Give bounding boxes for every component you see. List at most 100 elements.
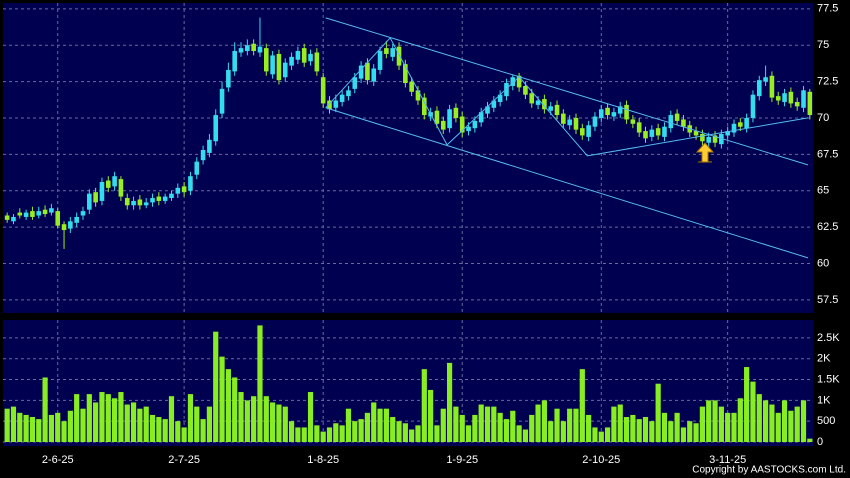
volume-bar (238, 392, 244, 442)
candle-body (270, 55, 275, 75)
volume-bar (478, 404, 484, 442)
candle-body (55, 211, 61, 226)
volume-bar (232, 377, 238, 442)
volume-bar (156, 417, 162, 442)
candle-body (668, 115, 674, 129)
candle-body (263, 48, 269, 72)
volume-bar (522, 429, 529, 442)
volume-bar (257, 325, 263, 442)
volume-bar (491, 406, 497, 442)
volume-bar (573, 408, 579, 442)
volume-bar (623, 417, 630, 442)
trend-line (325, 37, 809, 157)
volume-bar (655, 383, 661, 442)
candle-body (434, 110, 440, 124)
candle-body (200, 149, 206, 161)
candle-body (245, 45, 250, 52)
candle-body (68, 221, 73, 229)
candle-body (295, 51, 301, 60)
y-tick-label: 62.5 (817, 221, 838, 233)
y-tick-label: 72.5 (817, 75, 838, 87)
volume-bar (642, 417, 649, 442)
candle-body (719, 133, 724, 145)
y-tick-label: 1.5K (817, 373, 840, 385)
candle-body (314, 52, 320, 72)
candle-body (42, 209, 48, 215)
candle-body (554, 104, 560, 116)
volume-bar (112, 398, 118, 442)
volume-bar (541, 400, 547, 442)
volume-bar (674, 412, 680, 442)
volume-bar (769, 404, 775, 442)
candle-body (131, 200, 136, 206)
candle-body (327, 100, 332, 110)
candle-body (232, 51, 237, 72)
candle-body (491, 100, 497, 108)
candle-body (567, 119, 572, 126)
volume-bar (137, 408, 143, 442)
volume-bar (42, 377, 48, 442)
candle-body (30, 211, 35, 217)
candle-body (447, 109, 452, 129)
volume-bar (244, 400, 250, 442)
volume-bar (560, 421, 566, 442)
candle-body (478, 112, 484, 123)
candle-body (649, 129, 655, 137)
candle-body (472, 120, 478, 129)
volume-bar (326, 427, 333, 442)
candle-body (175, 187, 181, 194)
candle-body (276, 53, 282, 81)
candle-body (731, 123, 737, 133)
volume-bar (390, 417, 396, 442)
candle-body (561, 113, 566, 124)
candle-body (188, 176, 193, 191)
candle-body (422, 97, 427, 116)
volume-bar (80, 408, 86, 442)
y-tick-label: 75 (817, 39, 829, 51)
candle-body (403, 64, 408, 84)
candle-body (725, 131, 730, 136)
candle-body (346, 90, 351, 97)
candle-body (763, 77, 768, 82)
candle-body (535, 100, 541, 105)
y-tick-label: 67.5 (817, 148, 838, 160)
candle-body (36, 211, 42, 216)
volume-bar (731, 412, 737, 442)
candle-body (396, 46, 402, 66)
volume-bar (775, 412, 781, 442)
volume-bar (554, 408, 560, 442)
volume-bar (611, 406, 617, 442)
candle-body (257, 46, 263, 53)
y-tick-label: 57.5 (817, 294, 838, 306)
candle-body (377, 51, 383, 70)
candle-body (598, 109, 604, 118)
volume-bar (67, 410, 73, 442)
candle-body (11, 216, 16, 222)
candle-body (548, 106, 554, 111)
volume-bar (162, 419, 168, 442)
volume-bar (187, 394, 194, 442)
volume-bar (320, 431, 326, 442)
candle-body (207, 139, 212, 153)
volume-bar (333, 423, 339, 442)
volume-bar (130, 402, 137, 442)
candle-body (112, 176, 117, 187)
candle-body (573, 117, 579, 130)
volume-bar (465, 425, 472, 442)
volume-bar (263, 396, 269, 442)
volume-bar (364, 412, 371, 442)
candle-body (333, 100, 339, 108)
candle-body (592, 116, 598, 127)
volume-bar (693, 423, 699, 442)
candle-body (453, 107, 459, 118)
candle-body (485, 106, 490, 114)
candle-body (61, 224, 67, 231)
candle-body (339, 94, 345, 102)
volume-bar (17, 412, 23, 442)
volume-bar (225, 369, 231, 442)
volume-bar (282, 406, 288, 442)
y-tick-label: 70 (817, 112, 829, 124)
candle-body (738, 122, 743, 127)
y-tick-label: 2.5K (817, 332, 840, 344)
